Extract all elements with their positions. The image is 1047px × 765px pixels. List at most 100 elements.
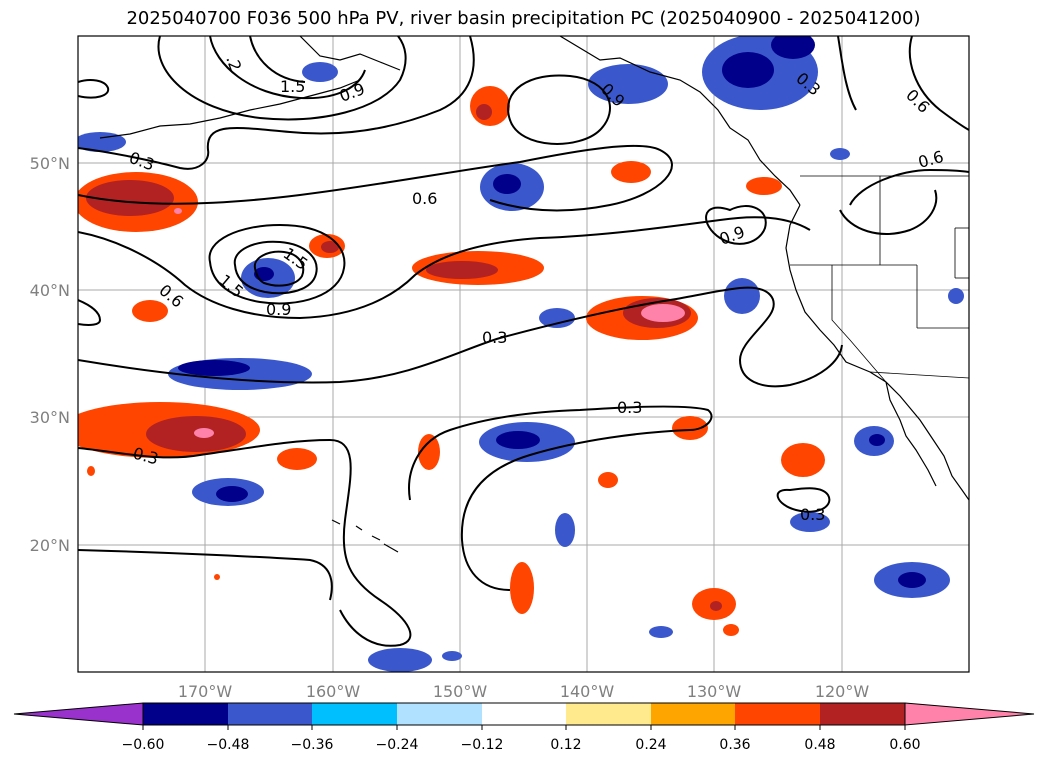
longitude-labels: 170°W 160°W 150°W 140°W 130°W 120°W [178,682,870,701]
pv-contour [208,223,346,305]
lon-label: 150°W [433,682,488,701]
borders [790,175,969,383]
pv-contour [849,168,969,206]
precip-blob-positive [710,601,722,611]
lon-label: 140°W [560,682,615,701]
colorbar-tick-label: −0.60 [122,737,165,753]
contour-label: 0.6 [916,147,946,172]
colorbar-tick-label: 0.12 [550,737,581,753]
lat-label: 50°N [30,154,70,173]
pv-contour [507,74,611,145]
precip-blob-negative [948,288,964,304]
precip-blob-positive [194,428,214,438]
colorbar-segment [482,703,566,725]
pv-contour [78,549,333,601]
hawaii-islands [331,519,399,553]
contour-label: 0.9 [266,300,291,319]
precip-blob-positive [174,208,182,214]
colorbar: −0.60 −0.48 −0.36 −0.24 −0.12 0.12 0.24 … [13,702,1035,753]
pv-contour [78,144,673,212]
precip-blob-positive [641,304,685,322]
precip-blob-positive [746,177,782,195]
pv-contour [776,487,831,513]
precip-blob-positive [781,443,825,477]
map-frame [77,35,970,673]
precip-shading [78,36,964,672]
contour-label: 0.9 [337,79,367,106]
graticule [78,36,969,672]
precip-blob-negative [830,148,850,160]
colorbar-extend-high [904,702,1035,726]
precip-blob-negative [588,64,668,104]
colorbar-tick-label: −0.12 [461,737,504,753]
lat-label: 40°N [30,281,70,300]
precip-blob-positive [132,300,168,322]
precip-blob-positive [470,86,510,126]
colorbar-segment [397,703,482,725]
colorbar-segment [228,703,312,725]
precip-blob-positive [723,624,739,636]
pv-contour [78,36,475,170]
pv-contour [839,189,938,235]
pv-contour [408,405,713,591]
precip-blob-negative [442,651,462,661]
contour-label: 0.6 [412,189,437,208]
precip-blob-negative [216,486,248,502]
contour-label: 0.3 [800,505,825,524]
alaska-coast [559,36,801,206]
lon-label: 160°W [306,682,361,701]
precip-blob-negative [539,308,575,328]
pv-contour [705,205,767,245]
precip-blob-positive [321,241,339,253]
colorbar-tick-label: 0.24 [635,737,666,753]
pv-contour [253,250,305,287]
precip-blob-negative [555,513,575,547]
lon-label: 120°W [815,682,870,701]
pv-contour [78,299,102,326]
lat-label: 20°N [30,536,70,555]
precip-blob-negative [649,626,673,638]
colorbar-tick-label: −0.48 [207,737,250,753]
precip-blob-negative [771,36,815,59]
precip-blob-negative [368,648,432,672]
precip-blob-positive [277,448,317,470]
colorbar-tick-label: 0.36 [719,737,750,753]
colorbar-segment [566,703,651,725]
colorbar-frame [142,702,906,726]
precip-blob-positive [426,261,498,279]
pv-contour [157,36,407,121]
precip-blob-positive [418,434,440,470]
precip-blob-positive [476,104,492,120]
precip-blob-negative [898,572,926,588]
precip-blob-negative [724,278,760,314]
precip-blob-positive [87,466,95,476]
precip-blob-positive [598,472,618,488]
contour-label: 0.6 [902,85,933,116]
lat-label: 30°N [30,408,70,427]
precip-blob-positive [510,562,534,614]
pv-contours [78,36,969,647]
baja-california [885,381,937,487]
pv-contour [233,240,318,295]
precip-blob-negative [496,431,540,449]
contour-labels: 1.5 .2 0.9 0.3 0.6 1.5 1.5 0.6 0.9 0.3 0… [127,53,946,524]
colorbar-extend-low [13,702,144,726]
pv-contour [78,79,110,99]
contour-label: .2 [222,53,245,74]
lon-label: 170°W [178,682,233,701]
precip-blob-positive [672,416,708,440]
colorbar-tick-label: −0.36 [291,737,334,753]
lon-label: 130°W [687,682,742,701]
colorbar-tick-label: 0.60 [889,737,920,753]
colorbar-tick-label: 0.48 [804,737,835,753]
colorbar-segment [820,703,905,725]
pv-contour [78,438,412,647]
contour-label: 0.3 [127,148,157,175]
precip-blob-negative [493,174,521,194]
latitude-labels: 50°N 40°N 30°N 20°N [30,154,70,555]
colorbar-segment [735,703,820,725]
colorbar-segment [651,703,735,725]
colorbar-segment [312,703,397,725]
map-title: 2025040700 F036 500 hPa PV, river basin … [126,8,921,29]
